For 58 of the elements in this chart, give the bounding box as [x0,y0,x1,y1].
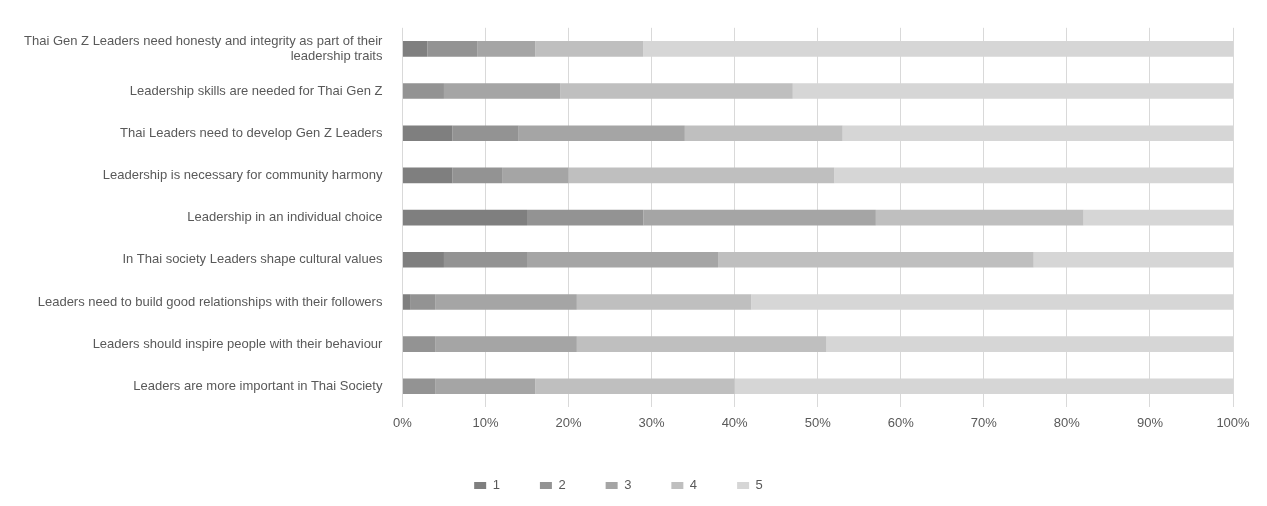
x-tick-label: 80% [1053,414,1081,430]
bar [477,41,536,57]
y-tick-label: Leadership is necessary for community harmony [102,167,383,182]
x-tick-label: 10% [472,414,499,430]
bar [443,251,528,268]
bar [576,336,827,352]
bar [875,209,1084,226]
y-tick-label: Leadership skills are needed for Thai Gen Z [129,82,383,98]
y-tick-label: In Thai society Leaders shape cultural values [122,251,383,267]
x-tick-label: 100% [1216,414,1251,430]
bar [435,336,577,352]
bar [410,294,436,310]
legend-label: 2 [558,477,566,493]
bar [435,294,577,310]
bar [576,294,752,310]
bar [527,251,719,268]
bar [535,378,735,395]
bar [402,336,436,352]
x-tick-label: 60% [887,414,915,430]
bar [643,209,876,226]
legend-label: 4 [689,477,698,493]
bar [402,167,453,184]
y-tick-label: Leaders need to build good relationships with their followers [37,293,383,309]
bar [527,209,644,226]
x-tick-label: 20% [555,414,582,430]
y-tick-label: Leaders should inspire people with their behaviour [92,335,384,351]
bar [402,378,436,395]
bar [502,167,569,184]
bar [518,125,685,142]
y-tick-label: Leadership in an individual choice [187,209,383,225]
x-tick-label: 40% [721,414,749,430]
bar [402,209,528,226]
legend-label: 1 [492,477,500,493]
bar [452,167,503,184]
bar [402,125,453,142]
bar [443,83,561,99]
bar [435,378,536,395]
bar [718,251,1034,268]
x-tick-label: 0% [393,414,413,430]
legend-label: 3 [624,477,632,493]
bar [535,41,644,57]
y-tick-label: Thai Gen Z Leaders need honesty and integrity as part of their leadership traits [24,32,384,64]
bar [427,41,478,57]
bar [402,294,411,310]
legend-label: 5 [755,477,763,493]
x-tick-label: 90% [1136,414,1164,430]
x-tick-label: 30% [638,414,666,430]
y-tick-label: Leaders are more important in Thai Society [133,377,383,393]
y-tick-label: Thai Leaders need to develop Gen Z Leaders [120,124,383,140]
bar [402,41,428,57]
bar [684,125,843,142]
bar [560,83,793,99]
bar [452,125,519,142]
x-tick-label: 50% [804,414,832,430]
bar [568,167,835,184]
bar [402,83,444,99]
bar [402,251,444,268]
x-tick-label: 70% [970,414,998,430]
